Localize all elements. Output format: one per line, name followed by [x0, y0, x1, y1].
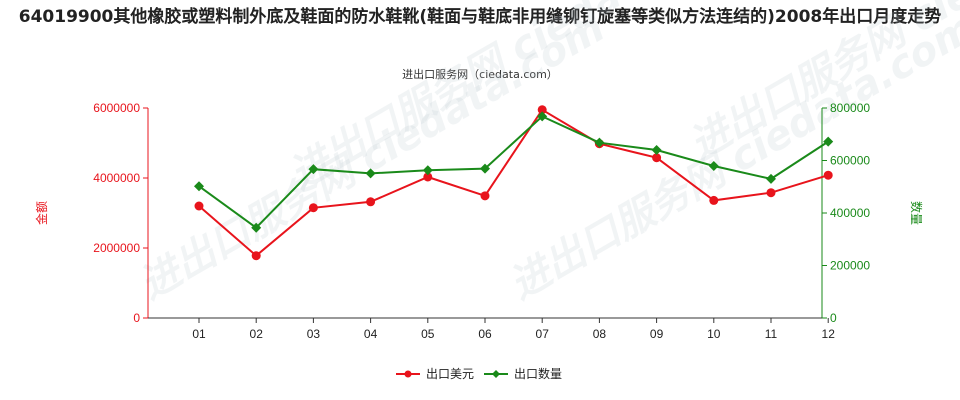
- x-tick-label: 05: [421, 327, 435, 341]
- data-point-qty: [251, 222, 262, 233]
- legend-marker-usd: [404, 370, 412, 378]
- data-point-usd: [652, 153, 662, 163]
- left-tick-labels: 0 2000000 4000000 6000000: [93, 101, 148, 325]
- data-point-usd: [537, 105, 547, 115]
- left-tick-label: 0: [133, 311, 140, 325]
- left-tick-label: 6000000: [93, 101, 140, 115]
- left-tick-label: 4000000: [93, 171, 140, 185]
- series-line-qty: [198, 115, 829, 230]
- data-point-qty: [708, 161, 719, 172]
- chart-source: 进出口服务网（ciedata.com）: [402, 68, 558, 81]
- series-line-usd: [198, 108, 829, 258]
- data-point-usd: [194, 201, 204, 211]
- right-tick-labels: 0 200000 400000 600000 800000: [822, 101, 870, 325]
- left-tick-label: 2000000: [93, 241, 140, 255]
- data-point-usd: [766, 188, 776, 198]
- legend-label-usd: 出口美元: [426, 367, 474, 381]
- x-tick-label: 03: [307, 327, 321, 341]
- x-tick-label: 10: [707, 327, 721, 341]
- legend-item-qty: 出口数量: [484, 366, 562, 381]
- x-tick-label: 06: [478, 327, 492, 341]
- x-tick-label: 02: [250, 327, 264, 341]
- data-point-qty: [422, 165, 433, 176]
- data-point-usd: [823, 170, 833, 180]
- data-point-qty: [365, 168, 376, 179]
- legend-item-usd: 出口美元: [396, 367, 474, 381]
- data-point-qty: [651, 145, 662, 155]
- x-tick-label: 09: [650, 327, 664, 341]
- data-point-usd: [423, 172, 433, 182]
- data-point-usd: [480, 191, 490, 201]
- data-point-qty: [308, 164, 319, 175]
- x-tick-label: 01: [192, 327, 206, 341]
- watermark-text: 进出口服务网 ciedata.com: [682, 0, 960, 169]
- data-point-qty: [537, 111, 548, 122]
- left-axis-title: 金额: [34, 201, 49, 225]
- right-tick-label: 400000: [830, 206, 870, 220]
- legend-label-qty: 出口数量: [514, 366, 562, 381]
- x-tick-labels: 01 02 03 04 05 06 07 08 09 10 11 12: [192, 318, 835, 341]
- data-point-usd: [366, 197, 376, 207]
- right-tick-label: 800000: [830, 101, 870, 115]
- x-tick-label: 07: [536, 327, 550, 341]
- data-point-qty: [480, 163, 490, 174]
- legend-marker-qty: [492, 370, 500, 378]
- right-tick-label: 0: [830, 311, 837, 325]
- right-tick-label: 200000: [830, 259, 870, 273]
- chart-title: 64019900其他橡胶或塑料制外底及鞋面的防水鞋靴(鞋面与鞋底非用缝铆钉旋塞等…: [18, 7, 942, 27]
- data-point-qty: [823, 136, 834, 147]
- data-point-usd: [251, 251, 261, 261]
- legend: 出口美元 出口数量: [396, 366, 562, 381]
- right-axis-title: 数量: [909, 201, 924, 225]
- x-tick-label: 08: [593, 327, 607, 341]
- data-point-qty: [594, 137, 605, 148]
- data-point-usd: [308, 203, 318, 213]
- data-point-qty: [194, 181, 204, 192]
- right-tick-label: 600000: [830, 154, 870, 168]
- x-tick-label: 11: [765, 327, 778, 341]
- data-point-usd: [709, 195, 719, 205]
- x-tick-label: 04: [364, 327, 378, 341]
- data-point-qty: [766, 173, 776, 184]
- series-layer: [194, 105, 834, 261]
- x-tick-label: 12: [822, 327, 836, 341]
